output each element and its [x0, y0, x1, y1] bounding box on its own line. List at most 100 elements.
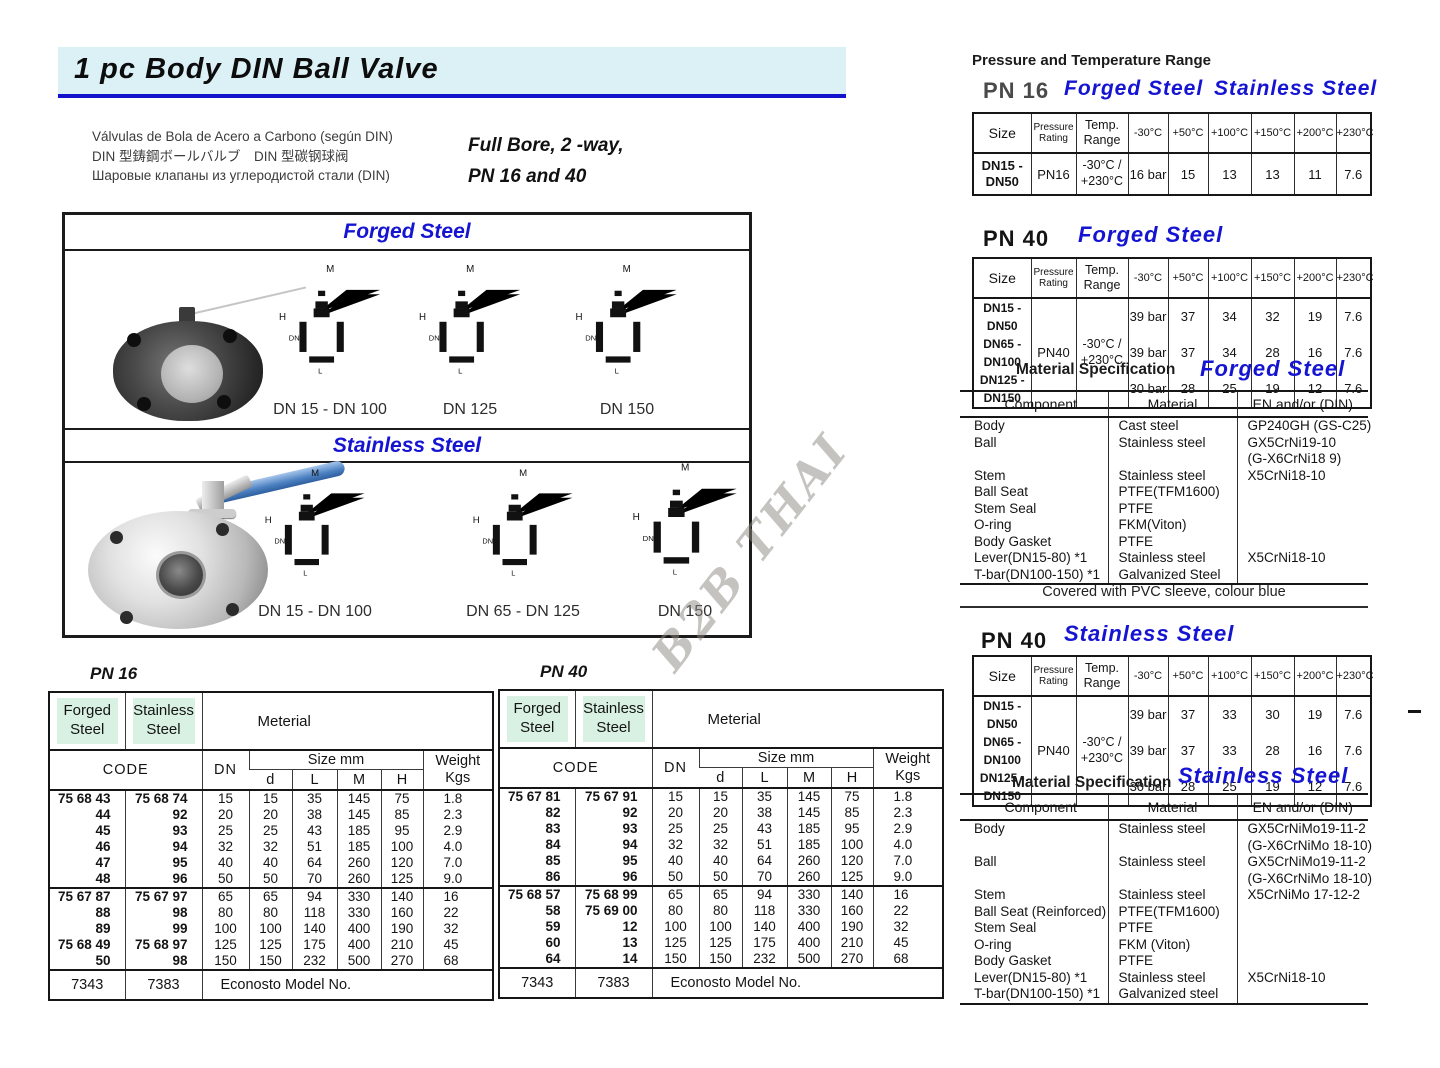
svg-text:H: H	[264, 515, 271, 526]
table-cell: 400	[336, 921, 381, 937]
component-header: Component	[960, 391, 1108, 418]
table-cell: 64	[291, 855, 337, 871]
size-cell: DN65 -DN100	[972, 335, 1032, 371]
table-cell	[1236, 484, 1368, 501]
pn40-title: PN 40	[540, 662, 588, 681]
table-cell: 125	[698, 935, 742, 951]
table-cell: 175	[741, 935, 787, 951]
table-cell: (G-X6CrNiMo 18-10)	[1236, 837, 1372, 854]
table-row: DN15 - DN50 PN16 -30°C / +230°C 16 bar 1…	[972, 152, 1372, 196]
table-cell: 99	[124, 921, 202, 937]
table-cell: 15	[248, 790, 292, 807]
size-mm-header: Size mm	[698, 748, 873, 768]
value-cell: 39 bar	[1127, 696, 1169, 733]
matspec-stainless-heading: Material Specification	[1012, 774, 1172, 791]
temp-col-header: -30°C	[1127, 112, 1169, 154]
table-cell: 40	[651, 853, 699, 869]
table-cell: 75 68 43	[57, 791, 111, 806]
table-cell: Stem Seal	[974, 920, 1037, 935]
table-cell: 85	[380, 807, 423, 823]
table-cell: 2.9	[872, 821, 944, 837]
table-cell: 75 68 99	[574, 885, 652, 903]
table-cell: 120	[830, 853, 873, 869]
table-row: (G-X6CrNi18 9)	[960, 451, 1368, 468]
pt16-forged-label: Forged Steel	[1064, 77, 1204, 100]
matspec-forged-body: Body Cast steel GP240GH (GS-C25) Ball Stainl…	[960, 417, 1371, 584]
table-cell: 80	[201, 905, 249, 921]
table-header-row: d L M H	[499, 767, 943, 789]
table-row: 64 14 150 150 232 500 270 68	[499, 951, 944, 968]
svg-text:L: L	[458, 366, 462, 375]
pressure-rating-header: Pressure Rating	[1030, 112, 1077, 154]
drawing-caption: DN 15 - DN 100	[273, 401, 387, 418]
econosto-label: Econosto Model No.	[201, 969, 494, 1000]
table-cell: Stainless steel	[1107, 550, 1237, 567]
material-header: Meterial	[651, 690, 944, 749]
table-cell: 125	[651, 935, 699, 951]
schematic-forged-dn125: M H DN L DN 125	[410, 257, 530, 419]
table-cell: 75 68 74	[124, 790, 202, 807]
table-cell: 93	[124, 823, 202, 839]
drawings-box: Forged Steel Stainless Steel	[62, 212, 752, 638]
table-cell: 260	[786, 869, 831, 886]
table-row: 75 68 57 75 68 99 65 65 94 330 140 16	[499, 885, 944, 903]
table-cell: 75 67 97	[124, 887, 202, 905]
table-cell: 32	[248, 839, 292, 855]
valve-drawing: M H DN L	[576, 263, 677, 375]
table-row: Stem Seal PTFE	[960, 920, 1368, 937]
table-header-row: Forged Steel Stainless Steel Meterial	[49, 692, 494, 751]
table-cell: 4.0	[422, 839, 494, 855]
forged-steel-section-title: Forged Steel	[65, 215, 749, 251]
table-row: O-ring FKM(Viton)	[960, 517, 1368, 534]
table-cell: O-ring	[974, 936, 1012, 952]
table-cell: X5CrNiMo 17-12-2	[1236, 887, 1368, 904]
table-cell: 500	[336, 953, 381, 970]
schematic-forged-dn15-100: M H DN L DN 15 - DN 100	[250, 257, 410, 419]
table-cell: 85	[830, 805, 873, 821]
temp-col-header: +200°C	[1293, 112, 1337, 154]
value-cell: 15	[1167, 152, 1209, 196]
svg-text:M: M	[680, 463, 688, 474]
table-cell: 96	[124, 871, 202, 888]
table-cell: Ball Seat	[974, 484, 1029, 499]
table-cell: 95	[574, 853, 652, 869]
matspec-forged-label: Forged Steel	[1200, 356, 1346, 381]
table-cell: 82	[545, 805, 561, 820]
weight-header: Weight Kgs	[422, 750, 494, 791]
table-cell: 44	[95, 807, 111, 822]
table-cell: 45	[872, 935, 944, 951]
table-cell: 22	[422, 905, 494, 921]
value-cell: 39 bar	[1127, 298, 1169, 335]
table-cell: Lever(DN15-80) *1	[974, 969, 1088, 985]
svg-text:H: H	[279, 312, 286, 323]
table-cell: Body Gasket	[974, 953, 1052, 968]
stainless-steel-label: Stainless Steel	[582, 696, 645, 742]
table-row: Stem Stainless steel X5CrNiMo 17-12-2	[960, 887, 1368, 904]
temp-col-header: -30°C	[1127, 655, 1169, 697]
table-cell: 32	[698, 837, 742, 853]
table-cell	[1107, 870, 1237, 887]
table-cell: 75 69 00	[574, 903, 652, 919]
temp-col-header: +50°C	[1167, 112, 1209, 154]
h-header: H	[380, 769, 423, 791]
table-cell: Galvanized steel	[1107, 986, 1237, 1004]
table-cell: (G-X6CrNiMo 18-10)	[1236, 870, 1372, 887]
table-row: DN65 -DN100 39 bar 37 34 28 16 7.6	[972, 335, 1372, 371]
pt16-stainless-label: Stainless Steel	[1214, 77, 1378, 100]
valve-drawing: M H DN L	[632, 461, 737, 577]
table-cell: PTFE	[1107, 920, 1237, 937]
svg-text:L: L	[511, 569, 515, 578]
value-cell: 32	[1250, 298, 1295, 335]
table-cell: Galvanized Steel	[1107, 566, 1237, 584]
table-cell	[1236, 986, 1368, 1004]
table-row: T-bar(DN100-150) *1 Galvanized steel	[960, 986, 1368, 1004]
table-row: 83 93 25 25 43 185 95 2.9	[499, 821, 944, 837]
m-header: M	[786, 767, 831, 789]
table-cell: 25	[698, 821, 742, 837]
table-cell: 2.3	[422, 807, 494, 823]
table-cell: 150	[248, 953, 292, 970]
table-cell: 100	[380, 839, 423, 855]
table-cell: 210	[830, 935, 873, 951]
table-cell	[1236, 533, 1368, 550]
table-row: Lever(DN15-80) *1 Stainless steel X5CrNi18…	[960, 550, 1368, 567]
